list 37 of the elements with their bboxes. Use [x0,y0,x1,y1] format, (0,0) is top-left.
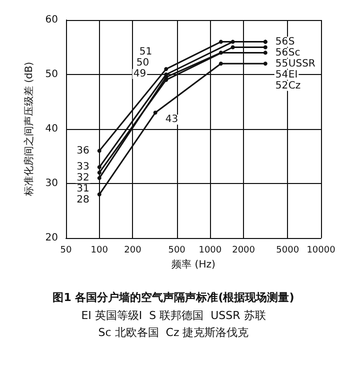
text: Sc 北欧各国 Cz 捷克斯洛伐克 [98,326,249,339]
y-tick-label: 40 [45,124,58,134]
y-tick-label: 60 [45,14,58,26]
x-tick-label: 500 [168,246,186,256]
x-tick-label: 5000 [276,246,300,256]
y-tick-label: 30 [45,178,58,189]
data-label: 50 [136,57,150,68]
text: 图1 各国分户墙的空气声隔声标准(根据现场测量) [52,291,294,304]
x-tick-label: 50 [60,246,72,256]
data-label: 32 [76,172,90,184]
y-tick-label: 50 [45,69,58,80]
x-tick-label: 200 [124,246,142,256]
text: S [288,36,295,48]
data-label: 56 [275,47,288,58]
data-label: 43 [165,114,178,126]
text: Cz [288,80,301,92]
data-label: 33 [76,162,90,173]
text: EI [288,69,298,80]
text: EI 英国等级I S 联邦德国 USSR 苏联 [81,309,266,322]
data-label: 55 [275,58,288,70]
x-axis-title: 频率 (Hz) [172,258,216,270]
y-tick-label: 20 [45,232,58,244]
data-label: 51 [139,46,152,58]
x-tick-label: 10000 [306,246,336,256]
text: USSR [288,58,316,70]
text: Sc [288,47,300,58]
data-label: 36 [76,145,90,156]
y-axis-title: 标准化房间之间声压级差 (dB) [22,62,35,198]
data-label: 54 [275,69,288,80]
data-label: 31 [76,184,90,195]
data-label: 28 [76,194,90,206]
data-label: 52 [275,80,288,92]
data-label: 49 [133,68,146,80]
x-tick-label: 1000 [198,246,222,256]
x-tick-label: 100 [90,246,108,256]
data-label: 56 [275,36,288,48]
x-tick-label: 2000 [232,246,256,256]
